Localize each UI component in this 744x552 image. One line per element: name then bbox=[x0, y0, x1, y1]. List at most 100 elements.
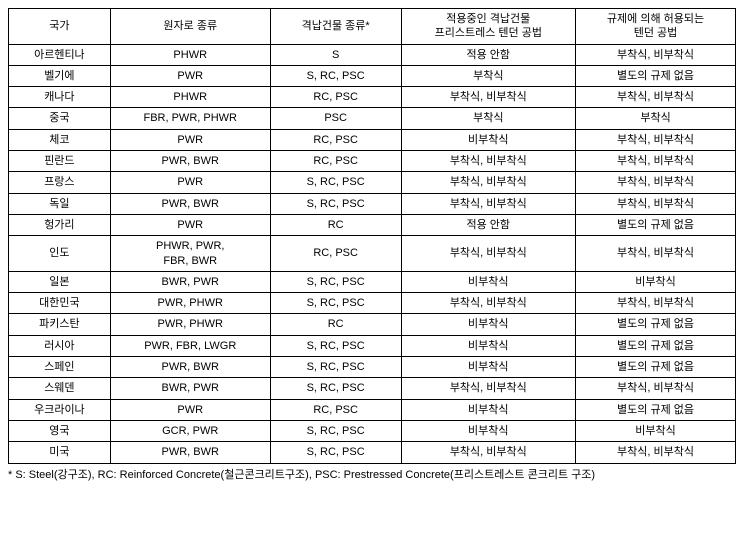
table-row: 인도PHWR, PWR, FBR, BWRRC, PSC부착식, 비부착식부착식… bbox=[9, 236, 736, 272]
table-cell: PWR bbox=[110, 172, 270, 193]
table-row: 아르헨티나PHWRS적용 안함부착식, 비부착식 bbox=[9, 44, 736, 65]
table-cell: 중국 bbox=[9, 108, 111, 129]
table-cell: S, RC, PSC bbox=[270, 172, 401, 193]
table-cell: 부착식 bbox=[576, 108, 736, 129]
table-cell: 일본 bbox=[9, 271, 111, 292]
table-row: 파키스탄PWR, PHWRRC비부착식별도의 규제 없음 bbox=[9, 314, 736, 335]
table-cell: PWR, PHWR bbox=[110, 314, 270, 335]
table-cell: 적용 안함 bbox=[401, 214, 575, 235]
table-cell: 별도의 규제 없음 bbox=[576, 399, 736, 420]
table-cell: 부착식, 비부착식 bbox=[576, 44, 736, 65]
table-cell: PHWR bbox=[110, 87, 270, 108]
table-cell: 비부착식 bbox=[401, 420, 575, 441]
table-cell: 우크라이나 bbox=[9, 399, 111, 420]
table-row: 일본BWR, PWRS, RC, PSC비부착식비부착식 bbox=[9, 271, 736, 292]
table-row: 스페인PWR, BWRS, RC, PSC비부착식별도의 규제 없음 bbox=[9, 357, 736, 378]
table-cell: PWR, FBR, LWGR bbox=[110, 335, 270, 356]
table-row: 핀란드PWR, BWRRC, PSC부착식, 비부착식부착식, 비부착식 bbox=[9, 151, 736, 172]
table-cell: PHWR, PWR, FBR, BWR bbox=[110, 236, 270, 272]
table-row: 프랑스PWRS, RC, PSC부착식, 비부착식부착식, 비부착식 bbox=[9, 172, 736, 193]
table-cell: 부착식, 비부착식 bbox=[401, 87, 575, 108]
table-cell: 스웨덴 bbox=[9, 378, 111, 399]
table-cell: S, RC, PSC bbox=[270, 335, 401, 356]
table-row: 대한민국PWR, PHWRS, RC, PSC부착식, 비부착식부착식, 비부착… bbox=[9, 293, 736, 314]
table-cell: 별도의 규제 없음 bbox=[576, 335, 736, 356]
table-cell: 부착식, 비부착식 bbox=[576, 193, 736, 214]
table-cell: PWR, BWR bbox=[110, 151, 270, 172]
table-cell: RC, PSC bbox=[270, 151, 401, 172]
table-cell: RC, PSC bbox=[270, 236, 401, 272]
table-cell: FBR, PWR, PHWR bbox=[110, 108, 270, 129]
table-cell: BWR, PWR bbox=[110, 271, 270, 292]
table-row: 체코PWRRC, PSC비부착식부착식, 비부착식 bbox=[9, 129, 736, 150]
table-row: 영국GCR, PWRS, RC, PSC비부착식비부착식 bbox=[9, 420, 736, 441]
table-cell: S, RC, PSC bbox=[270, 442, 401, 463]
table-cell: S, RC, PSC bbox=[270, 193, 401, 214]
table-cell: S, RC, PSC bbox=[270, 293, 401, 314]
table-cell: 부착식, 비부착식 bbox=[576, 129, 736, 150]
table-cell: 러시아 bbox=[9, 335, 111, 356]
table-cell: RC, PSC bbox=[270, 87, 401, 108]
table-cell: BWR, PWR bbox=[110, 378, 270, 399]
table-cell: S bbox=[270, 44, 401, 65]
table-cell: 부착식, 비부착식 bbox=[401, 293, 575, 314]
table-cell: PWR, BWR bbox=[110, 357, 270, 378]
table-cell: 적용 안함 bbox=[401, 44, 575, 65]
table-cell: 별도의 규제 없음 bbox=[576, 65, 736, 86]
table-cell: 부착식, 비부착식 bbox=[576, 442, 736, 463]
table-cell: PWR bbox=[110, 129, 270, 150]
table-cell: 부착식, 비부착식 bbox=[401, 236, 575, 272]
table-cell: PWR, BWR bbox=[110, 442, 270, 463]
table-cell: 캐나다 bbox=[9, 87, 111, 108]
table-row: 중국FBR, PWR, PHWRPSC부착식부착식 bbox=[9, 108, 736, 129]
table-cell: S, RC, PSC bbox=[270, 357, 401, 378]
table-cell: PHWR bbox=[110, 44, 270, 65]
table-cell: PWR bbox=[110, 65, 270, 86]
table-cell: RC, PSC bbox=[270, 399, 401, 420]
table-cell: 프랑스 bbox=[9, 172, 111, 193]
col-header: 규제에 의해 허용되는 텐던 공법 bbox=[576, 9, 736, 45]
table-cell: 스페인 bbox=[9, 357, 111, 378]
table-cell: 부착식, 비부착식 bbox=[401, 151, 575, 172]
table-cell: 비부착식 bbox=[401, 271, 575, 292]
col-header: 국가 bbox=[9, 9, 111, 45]
table-cell: 미국 bbox=[9, 442, 111, 463]
table-row: 러시아PWR, FBR, LWGRS, RC, PSC비부착식별도의 규제 없음 bbox=[9, 335, 736, 356]
table-cell: 비부착식 bbox=[576, 420, 736, 441]
table-cell: 부착식, 비부착식 bbox=[576, 293, 736, 314]
table-cell: RC bbox=[270, 314, 401, 335]
table-cell: 영국 bbox=[9, 420, 111, 441]
table-cell: 별도의 규제 없음 bbox=[576, 214, 736, 235]
table-cell: S, RC, PSC bbox=[270, 420, 401, 441]
col-header: 원자로 종류 bbox=[110, 9, 270, 45]
table-body: 아르헨티나PHWRS적용 안함부착식, 비부착식벨기에PWRS, RC, PSC… bbox=[9, 44, 736, 463]
table-cell: PWR, PHWR bbox=[110, 293, 270, 314]
table-cell: 부착식, 비부착식 bbox=[576, 378, 736, 399]
table-row: 헝가리PWRRC적용 안함별도의 규제 없음 bbox=[9, 214, 736, 235]
table-cell: 부착식, 비부착식 bbox=[576, 151, 736, 172]
table-row: 미국PWR, BWRS, RC, PSC부착식, 비부착식부착식, 비부착식 bbox=[9, 442, 736, 463]
table-cell: S, RC, PSC bbox=[270, 271, 401, 292]
table-cell: 대한민국 bbox=[9, 293, 111, 314]
table-cell: PWR bbox=[110, 399, 270, 420]
table-cell: 별도의 규제 없음 bbox=[576, 314, 736, 335]
table-cell: 비부착식 bbox=[401, 314, 575, 335]
table-cell: S, RC, PSC bbox=[270, 378, 401, 399]
table-cell: 부착식, 비부착식 bbox=[576, 172, 736, 193]
table-cell: 벨기에 bbox=[9, 65, 111, 86]
table-row: 캐나다PHWRRC, PSC부착식, 비부착식부착식, 비부착식 bbox=[9, 87, 736, 108]
table-cell: 부착식, 비부착식 bbox=[401, 378, 575, 399]
table-cell: 비부착식 bbox=[576, 271, 736, 292]
table-row: 스웨덴BWR, PWRS, RC, PSC부착식, 비부착식부착식, 비부착식 bbox=[9, 378, 736, 399]
col-header: 적용중인 격납건물 프리스트레스 텐던 공법 bbox=[401, 9, 575, 45]
table-cell: RC, PSC bbox=[270, 129, 401, 150]
table-cell: GCR, PWR bbox=[110, 420, 270, 441]
table-cell: 비부착식 bbox=[401, 129, 575, 150]
footnote-text: * S: Steel(강구조), RC: Reinforced Concrete… bbox=[8, 468, 736, 483]
table-cell: 부착식, 비부착식 bbox=[576, 87, 736, 108]
table-cell: 비부착식 bbox=[401, 399, 575, 420]
table-header-row: 국가 원자로 종류 격납건물 종류* 적용중인 격납건물 프리스트레스 텐던 공… bbox=[9, 9, 736, 45]
table-row: 독일PWR, BWRS, RC, PSC부착식, 비부착식부착식, 비부착식 bbox=[9, 193, 736, 214]
table-cell: 별도의 규제 없음 bbox=[576, 357, 736, 378]
table-cell: 부착식 bbox=[401, 108, 575, 129]
